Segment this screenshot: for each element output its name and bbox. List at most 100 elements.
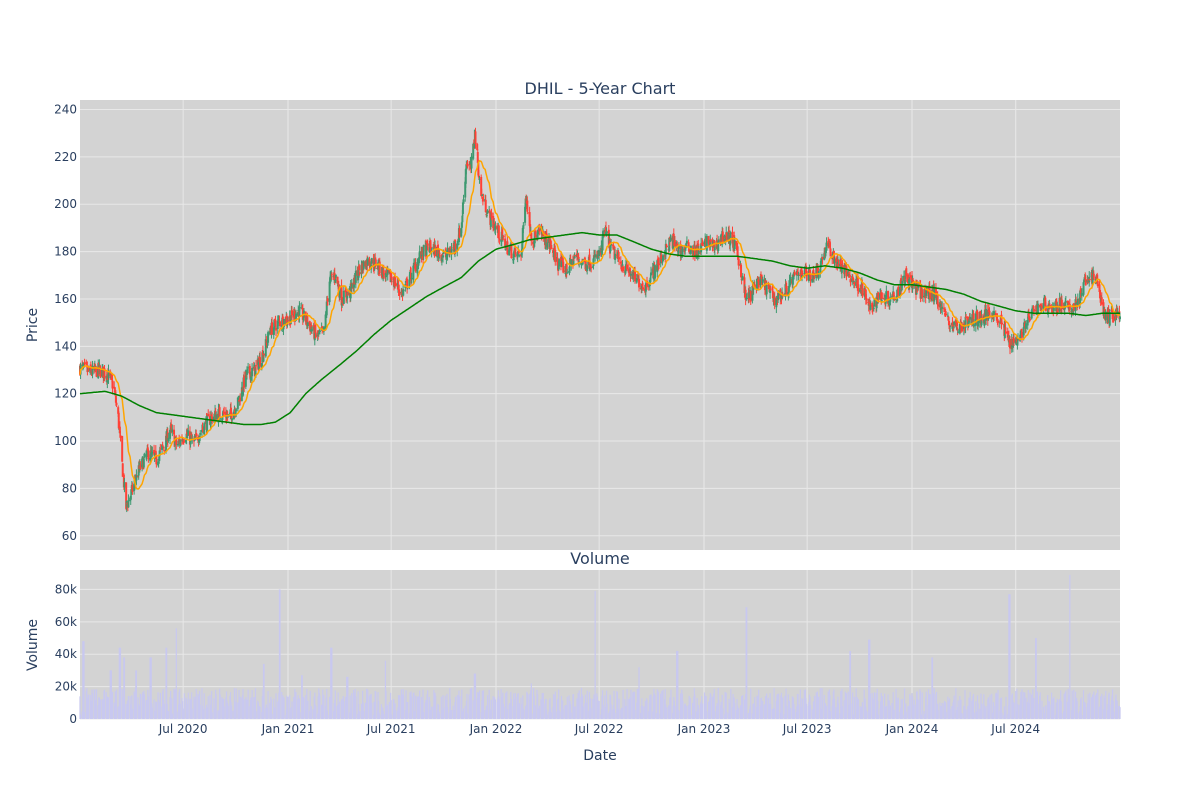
candle-body (459, 229, 461, 238)
candle-body (447, 248, 449, 255)
date-tick-label: Jan 2024 (885, 722, 939, 736)
candle-body (592, 258, 594, 265)
candle-body (562, 262, 564, 273)
candle-body (1077, 299, 1079, 306)
candle-body (682, 249, 684, 250)
volume-bar (678, 711, 679, 719)
candle-body (654, 265, 656, 278)
volume-bar (467, 713, 468, 719)
volume-bar (443, 708, 444, 719)
candle-body (271, 322, 273, 334)
candle-body (143, 458, 145, 467)
volume-bar (519, 703, 520, 719)
volume-bar (826, 706, 827, 719)
candle-body (718, 240, 720, 241)
volume-bar (862, 702, 863, 719)
volume-bar (499, 699, 500, 719)
candle-body (351, 284, 353, 288)
candle-body (957, 332, 959, 333)
candle-body (869, 305, 871, 310)
candle-body (275, 328, 277, 331)
volume-bar (299, 712, 300, 719)
volume-bar (152, 707, 153, 719)
volume-bar (870, 694, 871, 719)
volume-bar (559, 710, 560, 719)
price-chart-title: DHIL - 5-Year Chart (525, 79, 676, 98)
volume-bar (343, 701, 344, 719)
volume-bar (423, 712, 424, 719)
volume-bar (116, 689, 117, 719)
volume-bar (132, 709, 133, 719)
candle-body (427, 243, 429, 246)
candle-body (279, 322, 281, 327)
candle-body (391, 277, 393, 281)
volume-bar (144, 694, 145, 719)
volume-bar (395, 710, 396, 719)
candle-body (1057, 309, 1059, 312)
candle-body (478, 179, 480, 180)
candle-body (1093, 274, 1095, 279)
candle-body (358, 265, 360, 270)
candle-body (742, 276, 744, 279)
volume-bar (782, 697, 783, 719)
volume-bar (690, 715, 691, 719)
candle-body (830, 248, 832, 256)
volume-bar (798, 705, 799, 719)
price-tick-label: 60 (62, 529, 77, 543)
volume-bar (387, 704, 388, 719)
volume-bar (555, 692, 556, 719)
candle-body (554, 250, 556, 262)
candle-body (231, 418, 233, 420)
volume-bar (694, 695, 695, 719)
candle-body (1013, 338, 1015, 342)
candle-body (774, 297, 776, 305)
candle-body (162, 445, 164, 446)
volume-bar (184, 693, 185, 719)
volume-bar (291, 701, 292, 719)
volume-bar (706, 711, 707, 719)
candle-body (474, 131, 476, 144)
candle-body (630, 274, 632, 276)
candle-body (255, 365, 257, 366)
candle-body (897, 287, 899, 296)
candle-body (734, 240, 736, 249)
candle-body (865, 298, 867, 300)
volume-bar (339, 702, 340, 719)
candle-body (419, 251, 421, 259)
volume-bar (200, 705, 201, 719)
candle-body (119, 435, 121, 438)
candle-body (694, 247, 696, 257)
volume-bar (80, 714, 81, 719)
candle-body (905, 268, 907, 276)
candle-body (411, 278, 413, 279)
volume-bar (108, 697, 109, 719)
volume-bar (710, 695, 711, 719)
volume-bar (83, 641, 84, 719)
volume-bar (595, 591, 596, 719)
candle-body (662, 255, 664, 261)
candle-body (626, 265, 628, 270)
volume-bar (124, 657, 125, 719)
candle-body (985, 309, 987, 321)
price-axis-label: Price (25, 308, 41, 342)
candle (143, 457, 145, 468)
volume-tick-label: 40k (55, 647, 77, 661)
price-tick-label: 200 (54, 197, 77, 211)
candle-body (598, 250, 600, 256)
candle-body (502, 236, 504, 237)
volume-bar (168, 711, 169, 719)
candle-body (845, 266, 847, 276)
candle-body (794, 272, 796, 275)
price-tick-label: 120 (54, 387, 77, 401)
volume-bar (607, 704, 608, 719)
candle-body (822, 257, 824, 259)
volume-bar (447, 707, 448, 719)
volume-bar (204, 693, 205, 719)
candle-body (558, 259, 560, 266)
volume-bar (140, 694, 141, 719)
candle-body (171, 430, 173, 433)
volume-bar (603, 705, 604, 719)
candle-body (315, 334, 317, 337)
